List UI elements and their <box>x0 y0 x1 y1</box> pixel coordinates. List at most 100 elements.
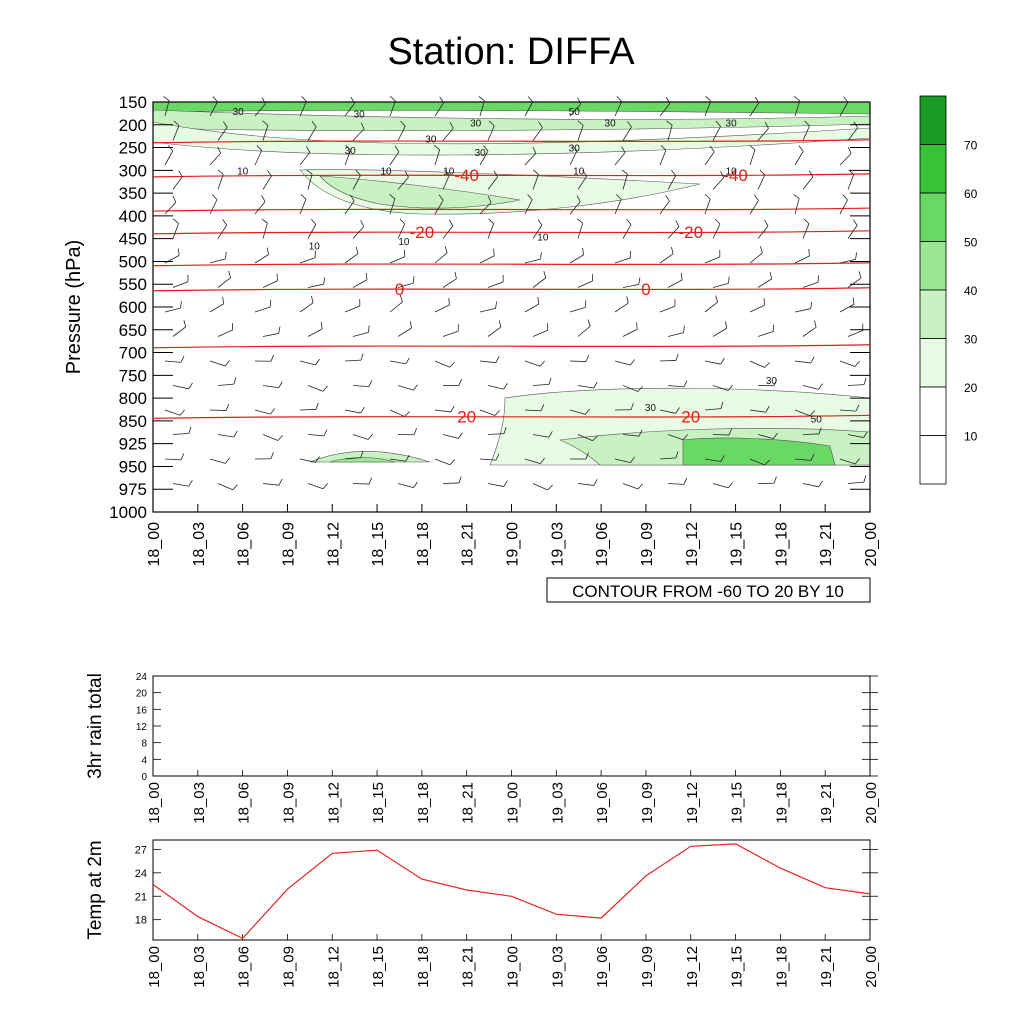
wind-barb-flag <box>302 96 307 101</box>
temperature-contour-line <box>153 263 870 266</box>
wind-barb <box>750 305 765 312</box>
wind-barb-flag <box>324 277 325 284</box>
wind-barb-flag <box>594 382 598 388</box>
humidity-contour-label: 50 <box>811 415 823 426</box>
wind-barb-flag <box>168 146 172 151</box>
wind-barb-flag <box>544 271 546 278</box>
wind-barb-flag <box>301 194 306 199</box>
wind-barb <box>660 150 666 165</box>
rain-plot-x-tick-label: 18_03 <box>191 782 208 824</box>
wind-barb-flag <box>225 361 229 366</box>
y-tick-label: 975 <box>119 480 147 499</box>
wind-barb <box>218 225 227 238</box>
wind-barb-flag <box>681 273 682 280</box>
temp-plot-x-tick-label: 18_18 <box>415 946 432 988</box>
wind-barb-flag <box>226 404 229 410</box>
wind-barb-flag <box>750 145 755 149</box>
wind-barb-flag <box>450 362 455 367</box>
wind-barb <box>713 328 727 336</box>
wind-barb-flag <box>577 219 582 223</box>
humidity-contour-label: 10 <box>537 232 549 243</box>
wind-barb <box>840 200 848 214</box>
wind-barb-flag <box>811 302 812 309</box>
rain-plot-x-tick-label: 18_21 <box>460 782 477 824</box>
wind-barb-flag <box>637 322 638 329</box>
temp-plot-x-tick-label: 18_21 <box>460 946 477 988</box>
legend-swatch <box>920 290 946 339</box>
wind-barb <box>210 153 221 165</box>
y-tick-label: 350 <box>119 184 147 203</box>
temp-plot-y-tick-label: 24 <box>135 868 147 880</box>
wind-barb <box>255 202 265 214</box>
y-tick-label: 950 <box>119 457 147 476</box>
wind-barb-flag <box>859 271 861 278</box>
wind-barb-flag <box>450 460 455 465</box>
humidity-contour-label: 30 <box>569 144 581 155</box>
humidity-contour-label: 50 <box>569 107 581 118</box>
wind-barb <box>353 386 369 387</box>
wind-barb <box>623 225 631 239</box>
wind-barb-flag <box>413 482 417 488</box>
wind-barb <box>345 254 358 263</box>
wind-barb <box>623 329 637 336</box>
legend-label: 50 <box>964 236 978 250</box>
wind-barb <box>570 307 585 312</box>
wind-barb-flag <box>178 249 179 256</box>
wind-barb <box>848 175 854 190</box>
temp-plot-y-tick-label: 18 <box>135 915 147 927</box>
wind-barb <box>578 223 583 238</box>
wind-barb <box>668 333 684 337</box>
wind-barb-flag <box>459 476 461 483</box>
wind-barb <box>308 386 323 392</box>
wind-barb <box>848 385 864 386</box>
humidity-contour-label: 30 <box>645 403 657 414</box>
temp-plot-x-tick-label: 19_09 <box>639 946 656 988</box>
wind-barb <box>300 361 316 365</box>
wind-barb <box>840 153 851 165</box>
wind-barb-flag <box>533 170 538 175</box>
wind-barb-flag <box>413 276 414 283</box>
wind-barb <box>623 484 638 489</box>
y-axis-label: Pressure (hPa) <box>63 240 85 375</box>
wind-barb <box>705 152 714 165</box>
wind-barb-flag <box>494 249 495 256</box>
wind-barb-flag <box>627 219 631 224</box>
wind-barb-flag <box>321 322 322 329</box>
wind-barb <box>390 410 405 417</box>
wind-barb-flag <box>684 326 685 333</box>
wind-barb-flag <box>799 146 803 152</box>
legend-swatch <box>920 242 946 291</box>
humidity-contour-label: 30 <box>470 119 482 130</box>
wind-barb <box>848 278 861 287</box>
wind-barb-flag <box>225 458 229 464</box>
rain-plot-x-tick-label: 20_00 <box>863 782 880 824</box>
rain-plot-x-tick-label: 19_03 <box>549 782 566 824</box>
wind-barb <box>435 253 447 263</box>
wind-barb-flag <box>181 453 184 459</box>
wind-barb-flag <box>541 252 542 259</box>
wind-barb <box>255 307 270 312</box>
wind-barb <box>795 361 811 363</box>
wind-barb <box>758 279 772 287</box>
humidity-contour-label: 10 <box>237 166 249 177</box>
wind-barb-flag <box>316 359 320 365</box>
wind-barb <box>795 199 799 214</box>
humidity-fill-region <box>153 102 870 114</box>
wind-barb-flag <box>843 195 848 200</box>
wind-barb-flag <box>368 434 372 439</box>
wind-barb <box>218 384 234 385</box>
chart-title: Station: DIFFA <box>387 31 635 73</box>
x-tick-label: 19_12 <box>684 522 701 567</box>
wind-barb <box>173 433 189 434</box>
wind-barb-flag <box>316 403 318 410</box>
wind-barb <box>308 484 323 489</box>
rain-plot-x-tick-label: 18_12 <box>325 782 342 824</box>
wind-barb <box>615 303 628 312</box>
wind-barb <box>173 484 189 487</box>
y-tick-label: 750 <box>119 366 147 385</box>
wind-barb-flag <box>864 475 866 482</box>
wind-barb-flag <box>369 380 372 386</box>
x-tick-label: 19_06 <box>594 522 611 567</box>
temperature-contour-label: 0 <box>395 280 404 299</box>
